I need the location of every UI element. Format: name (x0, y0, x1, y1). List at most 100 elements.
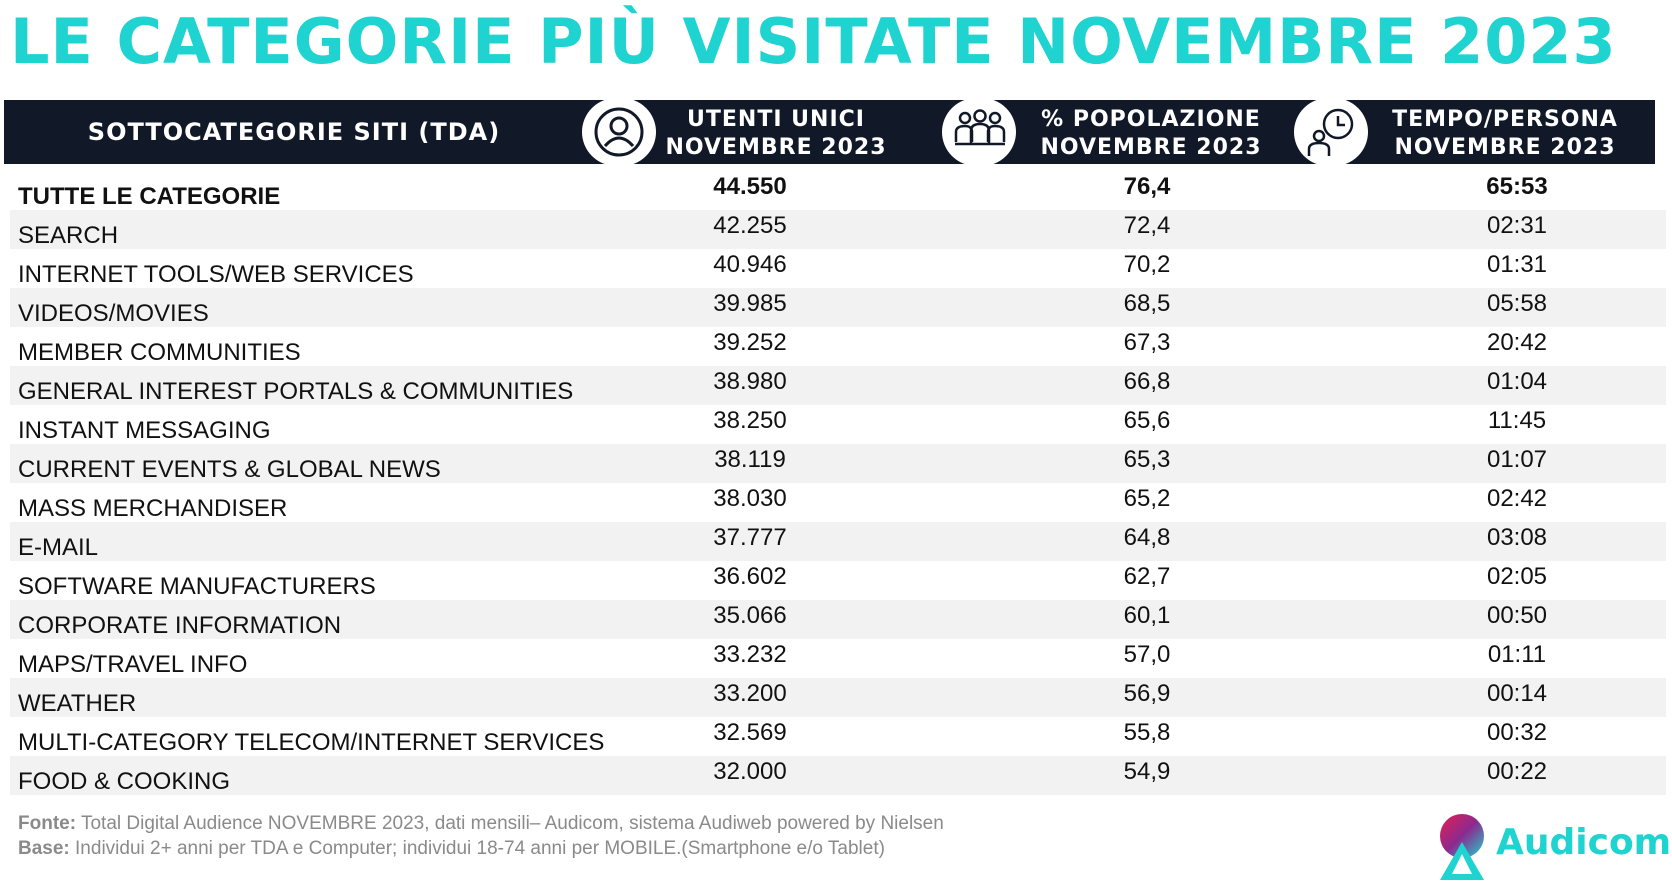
row-popolazione: 56,9 (1123, 680, 1171, 707)
row-utenti: 42.255 (713, 212, 787, 239)
row-popolazione: 66,8 (1123, 368, 1171, 395)
row-utenti: 33.232 (713, 641, 787, 668)
table-row: MULTI-CATEGORY TELECOM/INTERNET SERVICES… (10, 717, 1666, 756)
row-utenti: 35.066 (713, 602, 787, 629)
base-label: Base: (18, 838, 70, 859)
row-utenti: 44.550 (713, 173, 787, 200)
group-icon (942, 98, 1016, 166)
table-row: FOOD & COOKING 32.000 54,9 00:22 (10, 756, 1666, 795)
row-popolazione: 64,8 (1123, 524, 1171, 551)
person-clock-icon (1294, 98, 1368, 166)
data-table: TUTTE LE CATEGORIE 44.550 76,4 65:53 SEA… (10, 171, 1666, 795)
row-category: SEARCH (18, 222, 119, 249)
row-tempo: 00:50 (1486, 602, 1548, 629)
header-popolazione-line1: % POPOLAZIONE (1041, 107, 1261, 132)
row-popolazione: 68,5 (1123, 290, 1171, 317)
row-category: MASS MERCHANDISER (18, 495, 288, 522)
row-popolazione: 62,7 (1123, 563, 1171, 590)
row-popolazione: 65,6 (1123, 407, 1171, 434)
table-row: SOFTWARE MANUFACTURERS 36.602 62,7 02:05 (10, 561, 1666, 600)
row-category: MEMBER COMMUNITIES (18, 339, 301, 366)
row-category: FOOD & COOKING (18, 768, 231, 795)
row-category: TUTTE LE CATEGORIE (18, 183, 281, 210)
row-category: INSTANT MESSAGING (18, 417, 271, 444)
row-category: INTERNET TOOLS/WEB SERVICES (18, 261, 414, 288)
fonte-text: Total Digital Audience NOVEMBRE 2023, da… (76, 813, 944, 834)
table-row: INTERNET TOOLS/WEB SERVICES 40.946 70,2 … (10, 249, 1666, 288)
row-utenti: 37.777 (713, 524, 787, 551)
row-tempo: 03:08 (1486, 524, 1548, 551)
source-note: Fonte: Total Digital Audience NOVEMBRE 2… (18, 811, 944, 861)
audicom-logo-icon (1440, 814, 1484, 880)
row-tempo: 01:07 (1486, 446, 1548, 473)
row-category: CURRENT EVENTS & GLOBAL NEWS (18, 456, 441, 483)
table-row: CURRENT EVENTS & GLOBAL NEWS 38.119 65,3… (10, 444, 1666, 483)
row-popolazione: 76,4 (1123, 173, 1171, 200)
row-utenti: 32.569 (713, 719, 787, 746)
row-popolazione: 55,8 (1123, 719, 1171, 746)
row-tempo: 01:04 (1486, 368, 1548, 395)
row-utenti: 32.000 (713, 758, 787, 785)
audicom-logo: Audicom (1432, 812, 1671, 882)
row-popolazione: 72,4 (1123, 212, 1171, 239)
table-row: E-MAIL 37.777 64,8 03:08 (10, 522, 1666, 561)
user-icon (582, 98, 656, 166)
row-utenti: 38.030 (713, 485, 787, 512)
table-row: CORPORATE INFORMATION 35.066 60,1 00:50 (10, 600, 1666, 639)
row-popolazione: 60,1 (1123, 602, 1171, 629)
table-row: WEATHER 33.200 56,9 00:14 (10, 678, 1666, 717)
header-tempo-line1: TEMPO/PERSONA (1392, 107, 1618, 132)
header-utenti-line2: NOVEMBRE 2023 (665, 135, 887, 160)
base-line: Base: Individui 2+ anni per TDA e Comput… (18, 836, 944, 861)
table-row: SEARCH 42.255 72,4 02:31 (10, 210, 1666, 249)
row-popolazione: 67,3 (1123, 329, 1171, 356)
fonte-label: Fonte: (18, 813, 77, 834)
row-tempo: 20:42 (1486, 329, 1548, 356)
row-category: VIDEOS/MOVIES (18, 300, 209, 327)
header-tempo: TEMPO/PERSONA NOVEMBRE 2023 (1370, 100, 1640, 164)
row-tempo: 02:31 (1486, 212, 1548, 239)
header-popolazione: % POPOLAZIONE NOVEMBRE 2023 (1016, 100, 1286, 164)
row-popolazione: 65,2 (1123, 485, 1171, 512)
row-tempo: 11:45 (1487, 407, 1547, 434)
table-row: MEMBER COMMUNITIES 39.252 67,3 20:42 (10, 327, 1666, 366)
row-utenti: 38.119 (714, 446, 786, 473)
row-popolazione: 54,9 (1123, 758, 1171, 785)
fonte-line: Fonte: Total Digital Audience NOVEMBRE 2… (18, 811, 944, 836)
row-category: MULTI-CATEGORY TELECOM/INTERNET SERVICES (18, 729, 605, 756)
row-utenti: 36.602 (713, 563, 787, 590)
page-title: LE CATEGORIE PIÙ VISITATE NOVEMBRE 2023 (10, 5, 1617, 78)
row-utenti: 38.250 (713, 407, 787, 434)
header-utenti-line1: UTENTI UNICI (687, 107, 865, 132)
table-row: TUTTE LE CATEGORIE 44.550 76,4 65:53 (10, 171, 1666, 210)
row-tempo: 05:58 (1486, 290, 1548, 317)
table-row: GENERAL INTEREST PORTALS & COMMUNITIES 3… (10, 366, 1666, 405)
row-tempo: 00:14 (1486, 680, 1548, 707)
row-tempo: 00:22 (1486, 758, 1548, 785)
row-utenti: 39.252 (713, 329, 787, 356)
base-text: Individui 2+ anni per TDA e Computer; in… (69, 838, 885, 859)
row-utenti: 39.985 (713, 290, 787, 317)
header-tempo-line2: NOVEMBRE 2023 (1394, 135, 1616, 160)
row-category: SOFTWARE MANUFACTURERS (18, 573, 376, 600)
table-row: MAPS/TRAVEL INFO 33.232 57,0 01:11 (10, 639, 1666, 678)
table-row: VIDEOS/MOVIES 39.985 68,5 05:58 (10, 288, 1666, 327)
table-row: INSTANT MESSAGING 38.250 65,6 11:45 (10, 405, 1666, 444)
row-utenti: 33.200 (713, 680, 787, 707)
row-tempo: 01:31 (1486, 251, 1548, 278)
row-tempo: 65:53 (1486, 173, 1548, 200)
header-popolazione-line2: NOVEMBRE 2023 (1040, 135, 1262, 160)
table-row: MASS MERCHANDISER 38.030 65,2 02:42 (10, 483, 1666, 522)
row-category: GENERAL INTEREST PORTALS & COMMUNITIES (18, 378, 574, 405)
row-tempo: 02:05 (1486, 563, 1548, 590)
table-header: SOTTOCATEGORIE SITI (TDA) UTENTI UNICI N… (4, 98, 1655, 166)
row-popolazione: 70,2 (1123, 251, 1171, 278)
audicom-logo-text: Audicom (1496, 822, 1672, 863)
row-category: CORPORATE INFORMATION (18, 612, 342, 639)
row-tempo: 02:42 (1486, 485, 1548, 512)
row-category: E-MAIL (18, 534, 99, 561)
row-utenti: 40.946 (713, 251, 787, 278)
row-tempo: 00:32 (1486, 719, 1548, 746)
header-categories-label: SOTTOCATEGORIE SITI (TDA) (87, 118, 501, 146)
header-utenti: UTENTI UNICI NOVEMBRE 2023 (656, 100, 896, 164)
